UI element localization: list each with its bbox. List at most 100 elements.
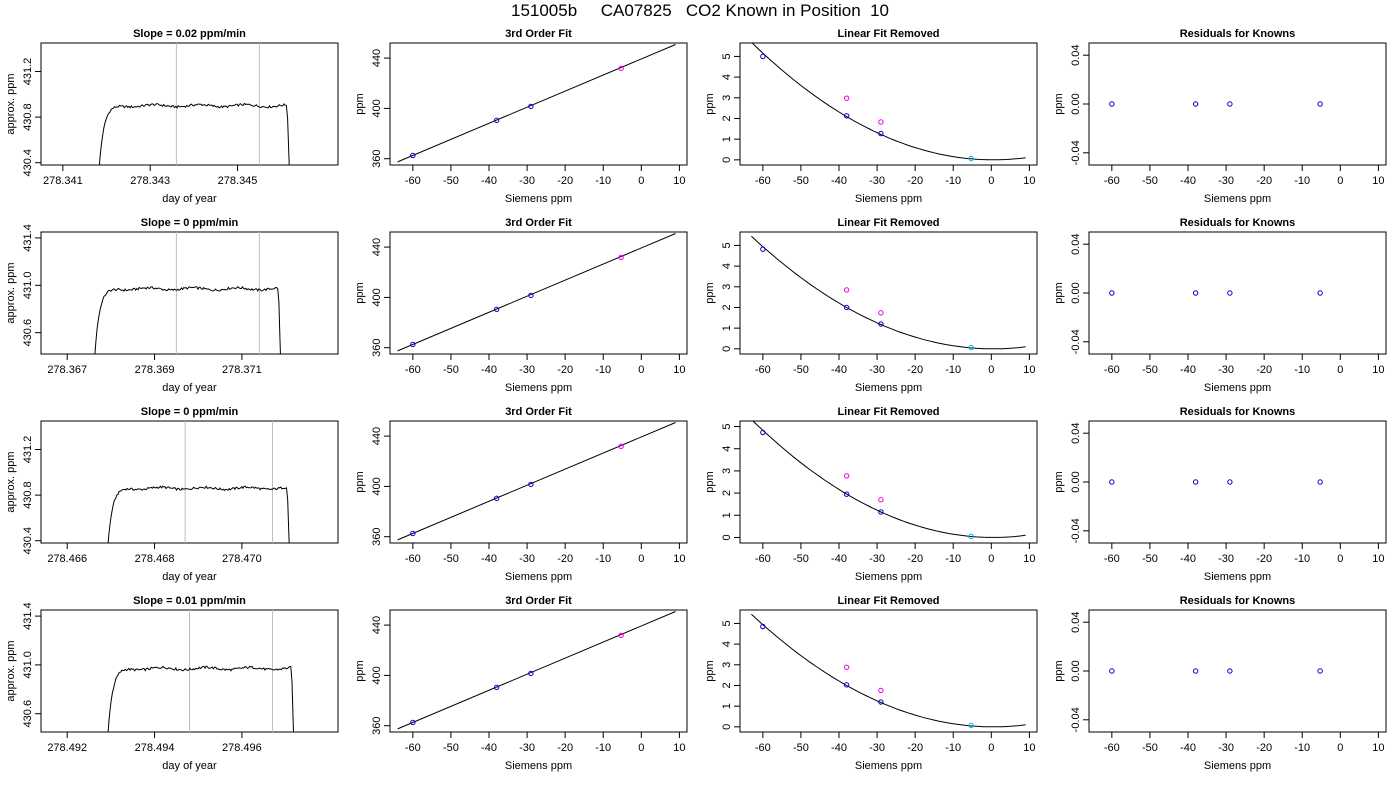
x-tick-label: -50 [443,364,459,376]
plot-frame [389,231,688,355]
x-tick-label: 10 [1372,553,1384,565]
y-tick-label: -0.04 [1070,707,1082,732]
y-tick-label: 5 [721,242,733,248]
data-point [878,119,884,125]
x-axis-label: Siemens ppm [1204,760,1271,772]
plot-area [397,611,676,730]
x-tick-label: -30 [1218,175,1234,187]
plot-frame [389,609,688,733]
x-axis-label: day of year [162,382,217,394]
plot-frame [40,42,339,166]
x-tick-label: -60 [755,742,771,754]
x-tick-label: 0 [638,742,644,754]
x-tick-label: 10 [1023,175,1035,187]
plot-frame [389,42,688,166]
plot-area [397,44,676,163]
y-tick-label: 0.04 [1070,44,1082,65]
x-tick-label: 0 [638,175,644,187]
x-tick-label: -60 [405,364,421,376]
panel-title: Linear Fit Removed [837,595,939,607]
data-point [968,344,974,351]
data-point [968,722,974,729]
panel-title: 3rd Order Fit [505,217,572,229]
panel-r1-c3: Linear Fit Removed -60 -50 -40 -30 -20 -10 0 10 0… [704,28,1038,205]
data-point [1317,290,1323,296]
y-axis-label: ppm [704,471,716,492]
x-tick-label: -10 [595,742,611,754]
x-tick-label: -30 [869,175,885,187]
panel-r2-c1: Slope = 0 ppm/min 278.367 278.369 278.371 43… [5,217,339,394]
x-tick-label: -30 [519,742,535,754]
x-tick-label: 10 [1372,364,1384,376]
panel-title: Linear Fit Removed [837,28,939,40]
x-tick-label: 10 [1023,742,1035,754]
y-tick-label: 5 [721,423,733,429]
fit-line [397,422,676,541]
y-tick-label: 4 [721,263,733,269]
y-tick-label: 431.2 [22,58,34,86]
data-point [1109,479,1115,485]
x-tick-label: 0 [988,742,994,754]
panel-r3-c3: Linear Fit Removed -60 -50 -40 -30 -20 -10 0 10 0… [704,406,1038,583]
data-point [843,664,850,670]
panel-title: Slope = 0 ppm/min [141,217,239,229]
x-tick-label: 0 [1337,175,1343,187]
y-axis-label: approx. ppm [5,451,17,512]
plot-frame [739,231,1038,355]
y-tick-label: 440 [371,427,383,445]
x-axis-label: Siemens ppm [855,571,922,583]
panel-r2-c2: 3rd Order Fit -60 -50 -40 -30 -20 -10 0 10 360 400… [354,217,688,394]
x-tick-label: 278.345 [218,175,258,187]
x-tick-label: -30 [869,364,885,376]
y-tick-label: 0.04 [1070,422,1082,443]
x-axis-label: Siemens ppm [505,760,572,772]
plot-frame [1088,42,1387,166]
data-point [1109,101,1115,107]
x-tick-label: -50 [443,553,459,565]
y-tick-label: 3 [721,95,733,101]
y-tick-label: 3 [721,662,733,668]
x-tick-label: -50 [1142,175,1158,187]
panel-r4-c3: Linear Fit Removed -60 -50 -40 -30 -20 -10 0 10 0… [704,595,1038,772]
y-tick-label: 0 [721,346,733,352]
data-point [1109,668,1115,674]
y-tick-label: 360 [371,339,383,357]
panel-title: Linear Fit Removed [837,406,939,418]
y-tick-label: 431.2 [22,436,34,464]
x-tick-label: 0 [988,175,994,187]
y-tick-label: 0.04 [1070,611,1082,632]
y-tick-label: 1 [721,325,733,331]
x-tick-label: 278.492 [47,742,87,754]
data-point [410,530,416,537]
x-axis-label: Siemens ppm [505,571,572,583]
y-axis-label: approx. ppm [5,640,17,701]
plot-area [752,421,1026,540]
x-tick-label: 10 [673,742,685,754]
y-tick-label: 0.00 [1070,93,1082,114]
panel-title: Linear Fit Removed [837,217,939,229]
y-tick-label: 400 [371,99,383,117]
plot-area [1109,668,1323,674]
x-tick-label: -30 [1218,553,1234,565]
y-tick-label: -0.04 [1070,518,1082,543]
y-tick-label: 4 [721,641,733,647]
plot-frame [1088,420,1387,544]
x-tick-label: 0 [1337,742,1343,754]
plot-area [107,421,290,543]
panel-title: Slope = 0.01 ppm/min [133,595,246,607]
x-tick-label: -40 [831,175,847,187]
y-tick-label: 430.8 [22,103,34,131]
plot-frame [40,420,339,544]
x-tick-label: 278.371 [222,364,262,376]
y-tick-label: 5 [721,53,733,59]
y-tick-label: 3 [721,284,733,290]
x-tick-label: -10 [945,742,961,754]
concentration-trace [98,102,290,165]
x-tick-label: -30 [519,553,535,565]
x-tick-label: 0 [638,553,644,565]
x-axis-label: Siemens ppm [855,760,922,772]
data-point [1192,479,1199,485]
x-tick-label: 278.341 [43,175,83,187]
data-point [618,65,624,71]
x-tick-label: -20 [557,175,573,187]
